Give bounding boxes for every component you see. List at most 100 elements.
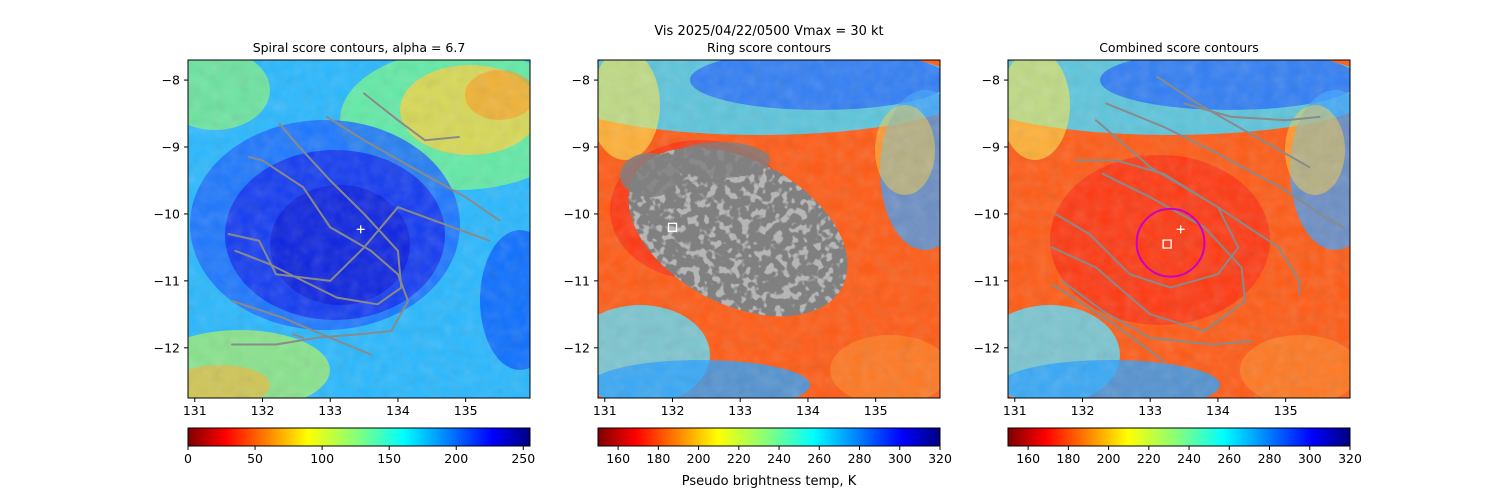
colorbar-tick-label: 160	[606, 451, 630, 466]
contour-line	[1051, 172, 1246, 333]
contour-line	[1183, 102, 1321, 122]
combined-markers	[1135, 207, 1206, 278]
colorbar-tick-label: 220	[1137, 451, 1161, 466]
satellite-image-spiral	[188, 60, 530, 398]
center-square-marker	[1162, 239, 1172, 249]
center-square-marker	[667, 222, 678, 232]
y-tick-label: −11	[564, 273, 590, 288]
colorbar-tick-label: 260	[807, 451, 831, 466]
x-axis-combined: 131 132 133 134 135	[1003, 398, 1298, 418]
contour-line	[1156, 75, 1311, 169]
x-axis-ring: 131 132 133 134 135	[593, 398, 888, 418]
contour-line	[227, 206, 491, 282]
colorbar-tick-label: 320	[1338, 451, 1362, 466]
colorbar-tick-label: 50	[247, 451, 263, 466]
x-tick-label: 132	[251, 403, 275, 418]
colorbar-label: Pseudo brightness temp, K	[682, 474, 857, 489]
ring-circle-marker	[1135, 207, 1206, 278]
contour-line	[1105, 102, 1345, 229]
y-axis-combined: −8 −9 −10 −11 −12	[974, 73, 1008, 355]
ring-markers	[667, 222, 678, 232]
center-plus-marker	[356, 225, 365, 234]
y-tick-label: −9	[162, 140, 180, 155]
contour-line	[1054, 159, 1240, 289]
y-tick-label: −12	[564, 340, 590, 355]
y-tick-label: −10	[974, 206, 1000, 221]
panel-ring: Ring score contours 131 132 133 134 135 −8 −9…	[564, 40, 952, 489]
x-tick-label: 135	[1274, 403, 1298, 418]
y-tick-label: −10	[154, 206, 180, 221]
contour-line	[231, 156, 410, 346]
x-tick-label: 134	[796, 403, 820, 418]
colorbar-tick-label: 150	[377, 451, 401, 466]
x-tick-label: 131	[183, 403, 207, 418]
colorbar-tick-label: 300	[1298, 451, 1322, 466]
y-tick-label: −9	[572, 140, 590, 155]
x-tick-label: 131	[593, 403, 617, 418]
colorbar-ticks-combined: 160 180 200 220 240 260 280 300 320	[1016, 446, 1362, 466]
satellite-image-combined	[1008, 60, 1350, 398]
contour-line	[231, 300, 372, 356]
x-tick-label: 135	[454, 403, 478, 418]
x-axis-spiral: 131 132 133 134 135	[183, 398, 478, 418]
colorbar-ring	[597, 427, 941, 447]
x-tick-label: 134	[386, 403, 410, 418]
colorbar-tick-label: 320	[928, 451, 952, 466]
x-tick-label: 133	[318, 403, 342, 418]
panel-title-ring: Ring score contours	[707, 40, 831, 55]
x-tick-label: 132	[1071, 403, 1095, 418]
y-tick-label: −9	[982, 140, 1000, 155]
colorbar-ticks-ring: 160 180 200 220 240 260 280 300 320	[606, 446, 952, 466]
colorbar-ticks-spiral: 0 50 100 150 200 250	[184, 446, 535, 466]
y-tick-label: −8	[162, 73, 180, 88]
spiral-score-contours	[227, 92, 501, 356]
axes-frame-combined	[1007, 59, 1351, 399]
colorbar-tick-label: 240	[767, 451, 791, 466]
colorbar-spiral	[187, 427, 531, 447]
spiral-markers	[356, 225, 365, 234]
colorbar-tick-label: 200	[687, 451, 711, 466]
colorbar-tick-label: 0	[184, 451, 192, 466]
x-tick-label: 133	[728, 403, 752, 418]
colorbar-tick-label: 200	[1097, 451, 1121, 466]
y-tick-label: −10	[564, 206, 590, 221]
axes-frame-ring	[597, 59, 941, 399]
y-tick-label: −11	[154, 273, 180, 288]
colorbar-tick-label: 280	[848, 451, 872, 466]
colorbar-combined	[1007, 427, 1351, 447]
panel-title-combined: Combined score contours	[1099, 40, 1259, 55]
panel-title-spiral: Spiral score contours, alpha = 6.7	[253, 40, 466, 55]
y-axis-ring: −8 −9 −10 −11 −12	[564, 73, 598, 355]
figure-suptitle: Vis 2025/04/22/0500 Vmax = 30 kt	[654, 24, 883, 39]
colorbar-tick-label: 250	[511, 451, 535, 466]
colorbar-tick-label: 100	[310, 451, 334, 466]
x-tick-label: 131	[1003, 403, 1027, 418]
y-tick-label: −12	[974, 340, 1000, 355]
axes-frame-spiral	[187, 59, 531, 399]
panel-spiral: Spiral score contours, alpha = 6.7 131 13…	[154, 40, 536, 466]
contour-line	[363, 92, 460, 142]
colorbar-tick-label: 180	[646, 451, 670, 466]
contour-line	[1095, 119, 1301, 296]
x-tick-label: 132	[661, 403, 685, 418]
colorbar-tick-label: 180	[1056, 451, 1080, 466]
contour-line	[292, 333, 305, 339]
panel-combined: Combined score contours 131 132 133 134 135 …	[974, 40, 1362, 466]
x-tick-label: 135	[864, 403, 888, 418]
colorbar-tick-label: 200	[444, 451, 468, 466]
combined-score-contours	[1051, 75, 1345, 363]
contour-line	[1061, 279, 1253, 346]
y-tick-label: −11	[974, 273, 1000, 288]
x-tick-label: 133	[1138, 403, 1162, 418]
y-tick-label: −12	[154, 340, 180, 355]
y-tick-label: −8	[982, 73, 1000, 88]
y-axis-spiral: −8 −9 −10 −11 −12	[154, 73, 188, 355]
colorbar-tick-label: 160	[1016, 451, 1040, 466]
contour-line	[325, 115, 501, 222]
center-plus-marker	[1176, 225, 1185, 234]
colorbar-tick-label: 280	[1258, 451, 1282, 466]
colorbar-tick-label: 260	[1217, 451, 1241, 466]
colorbar-tick-label: 240	[1177, 451, 1201, 466]
colorbar-tick-label: 220	[727, 451, 751, 466]
